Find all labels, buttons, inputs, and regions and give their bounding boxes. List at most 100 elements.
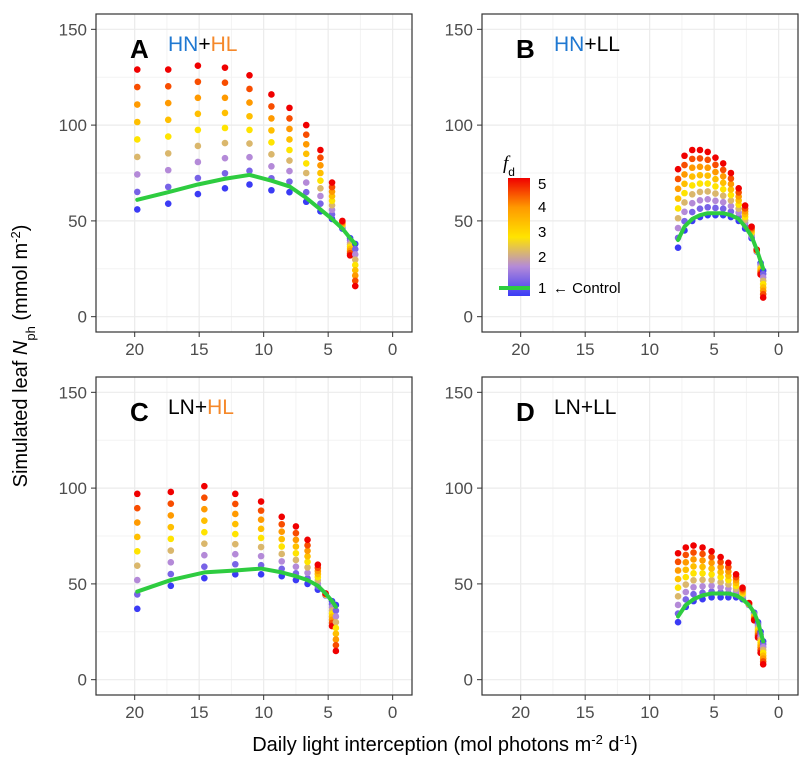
data-point (167, 523, 175, 531)
data-point (719, 192, 727, 200)
data-point (268, 151, 275, 158)
data-point (332, 636, 340, 643)
data-point (328, 197, 336, 205)
data-point (167, 512, 175, 519)
data-point (167, 500, 175, 507)
data-point (704, 148, 712, 156)
data-point (674, 205, 682, 212)
y-tick-label: 0 (464, 308, 473, 327)
data-point (688, 155, 696, 163)
data-point (257, 543, 265, 551)
data-point (328, 183, 336, 191)
data-point (717, 583, 724, 591)
y-tick-label: 0 (78, 671, 87, 690)
data-point (302, 160, 310, 167)
data-point (690, 570, 697, 577)
data-point (346, 252, 354, 259)
x-tick-label: 0 (388, 703, 397, 722)
data-point (735, 185, 742, 192)
legend-title: fd (503, 153, 515, 179)
x-tick-label: 10 (640, 703, 659, 722)
data-point (674, 567, 682, 574)
data-point (304, 564, 311, 571)
data-point (286, 167, 293, 175)
data-point (699, 570, 706, 577)
data-point (268, 139, 275, 146)
data-point (748, 223, 755, 230)
x-tick-label: 5 (323, 703, 332, 722)
data-point (317, 154, 324, 161)
data-point (292, 563, 300, 570)
y-tick-label: 0 (78, 308, 87, 327)
data-point (133, 605, 141, 613)
data-point (257, 534, 265, 542)
x-tick-label: 5 (709, 703, 718, 722)
y-tick-label: 100 (59, 479, 87, 498)
data-point (133, 504, 141, 512)
y-tick-label: 150 (59, 383, 87, 402)
data-point (231, 560, 239, 568)
data-point (246, 112, 253, 120)
data-point (704, 164, 712, 172)
data-point (221, 109, 229, 117)
data-point (221, 185, 229, 192)
data-point (712, 197, 719, 205)
data-point (674, 165, 682, 173)
y-tick-label: 50 (68, 575, 87, 594)
data-point (164, 166, 172, 174)
data-point (759, 661, 767, 668)
data-point (339, 217, 346, 225)
data-point (133, 188, 141, 196)
data-point (704, 188, 712, 195)
data-point (133, 83, 141, 91)
data-point (194, 126, 202, 134)
data-point (351, 272, 359, 279)
data-point (712, 183, 719, 190)
data-point (194, 62, 202, 70)
data-point (690, 583, 697, 591)
data-point (286, 115, 293, 122)
data-point (167, 559, 175, 566)
data-point (201, 505, 208, 513)
panel-letter: A (130, 34, 149, 64)
data-point (704, 172, 712, 179)
legend-tick-5: 5 (538, 176, 546, 193)
data-point (164, 183, 172, 191)
data-point (201, 551, 208, 559)
x-tick-label: 10 (254, 340, 273, 359)
data-point (302, 179, 310, 186)
data-point (719, 166, 727, 174)
data-point (712, 175, 719, 183)
x-tick-label: 15 (190, 340, 209, 359)
data-point (682, 551, 690, 559)
data-point (164, 200, 172, 207)
data-point (681, 199, 688, 206)
data-point (351, 282, 359, 290)
data-point (681, 189, 688, 197)
data-point (257, 507, 265, 514)
data-point (682, 544, 690, 551)
data-point (719, 205, 727, 212)
data-point (304, 542, 311, 549)
data-point (712, 190, 719, 197)
data-point (699, 550, 706, 558)
data-point (133, 118, 141, 126)
data-point (696, 146, 704, 154)
data-point (286, 104, 293, 112)
data-point (304, 536, 311, 544)
data-point (696, 205, 704, 212)
data-point (133, 66, 141, 73)
data-point (351, 261, 359, 269)
legend-tick-1: 1 (538, 280, 546, 297)
data-point (690, 549, 697, 556)
data-point (194, 110, 202, 118)
panel-letter: D (516, 397, 535, 427)
data-point (682, 596, 690, 603)
data-point (257, 571, 265, 578)
x-tick-label: 5 (323, 340, 332, 359)
y-tick-label: 0 (464, 671, 473, 690)
data-point (708, 582, 715, 590)
data-point (739, 584, 746, 592)
